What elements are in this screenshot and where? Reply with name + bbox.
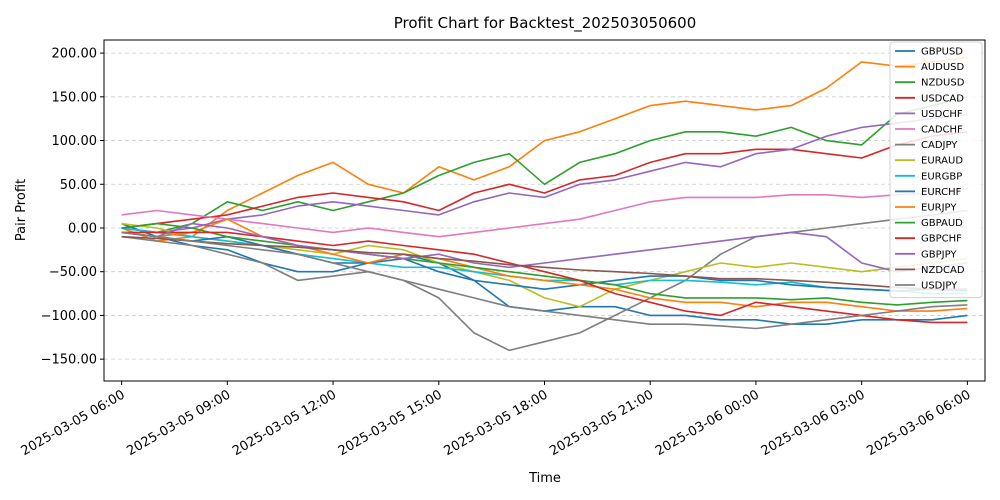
series-lines <box>121 56 968 352</box>
legend-label: CADJPY <box>921 140 958 151</box>
y-axis-label: Pair Profit <box>14 179 29 241</box>
legend-label: AUDUSD <box>921 62 965 73</box>
y-tick-label: −50.00 <box>49 265 97 280</box>
series-line-usdcad <box>121 131 968 229</box>
series-line-nzdcad <box>121 235 968 291</box>
legend-label: EURGBP <box>921 171 962 182</box>
legend: GBPUSD AUDUSD NZDUSD USDCAD USDCHF CADCHF CADJ… <box>889 41 983 299</box>
series-line-gbpjpy <box>121 222 968 273</box>
y-tick-label: 50.00 <box>60 178 97 193</box>
y-tick-label: 200.00 <box>52 47 98 62</box>
x-axis-label: Time <box>528 471 561 486</box>
legend-label: GBPJPY <box>921 249 957 260</box>
legend-label: GBPAUD <box>921 218 963 229</box>
legend-label: EURAUD <box>921 156 963 167</box>
legend-label: EURJPY <box>921 203 957 214</box>
legend-label: CADCHF <box>921 125 963 136</box>
y-axis: −150.00 −100.00 −50.00 0.00 50.00 100.00 150.0… <box>41 47 104 368</box>
legend-label: GBPCHF <box>921 234 962 245</box>
series-line-cadchf <box>121 187 968 238</box>
series-line-gbpaud <box>121 222 968 306</box>
y-tick-label: 100.00 <box>52 134 98 149</box>
series-line-usdchf <box>121 113 968 234</box>
chart-title: Profit Chart for Backtest_202503050600 <box>394 14 697 33</box>
y-tick-label: 150.00 <box>52 90 98 105</box>
series-line-cadjpy <box>121 209 968 352</box>
y-tick-label: 0.00 <box>68 221 97 236</box>
legend-box <box>889 41 983 299</box>
legend-label: USDCHF <box>921 109 963 120</box>
series-line-audusd <box>121 56 968 242</box>
y-tick-label: −150.00 <box>41 353 97 368</box>
legend-label: USDJPY <box>921 281 958 292</box>
y-tick-label: −100.00 <box>41 309 97 324</box>
legend-label: EURCHF <box>921 187 962 198</box>
legend-label: USDCAD <box>921 93 964 104</box>
series-line-usdjpy <box>121 231 968 330</box>
legend-label: NZDUSD <box>921 78 965 89</box>
series-line-nzdusd <box>121 96 968 234</box>
legend-label: NZDCAD <box>921 265 965 276</box>
legend-label: GBPUSD <box>921 47 963 58</box>
